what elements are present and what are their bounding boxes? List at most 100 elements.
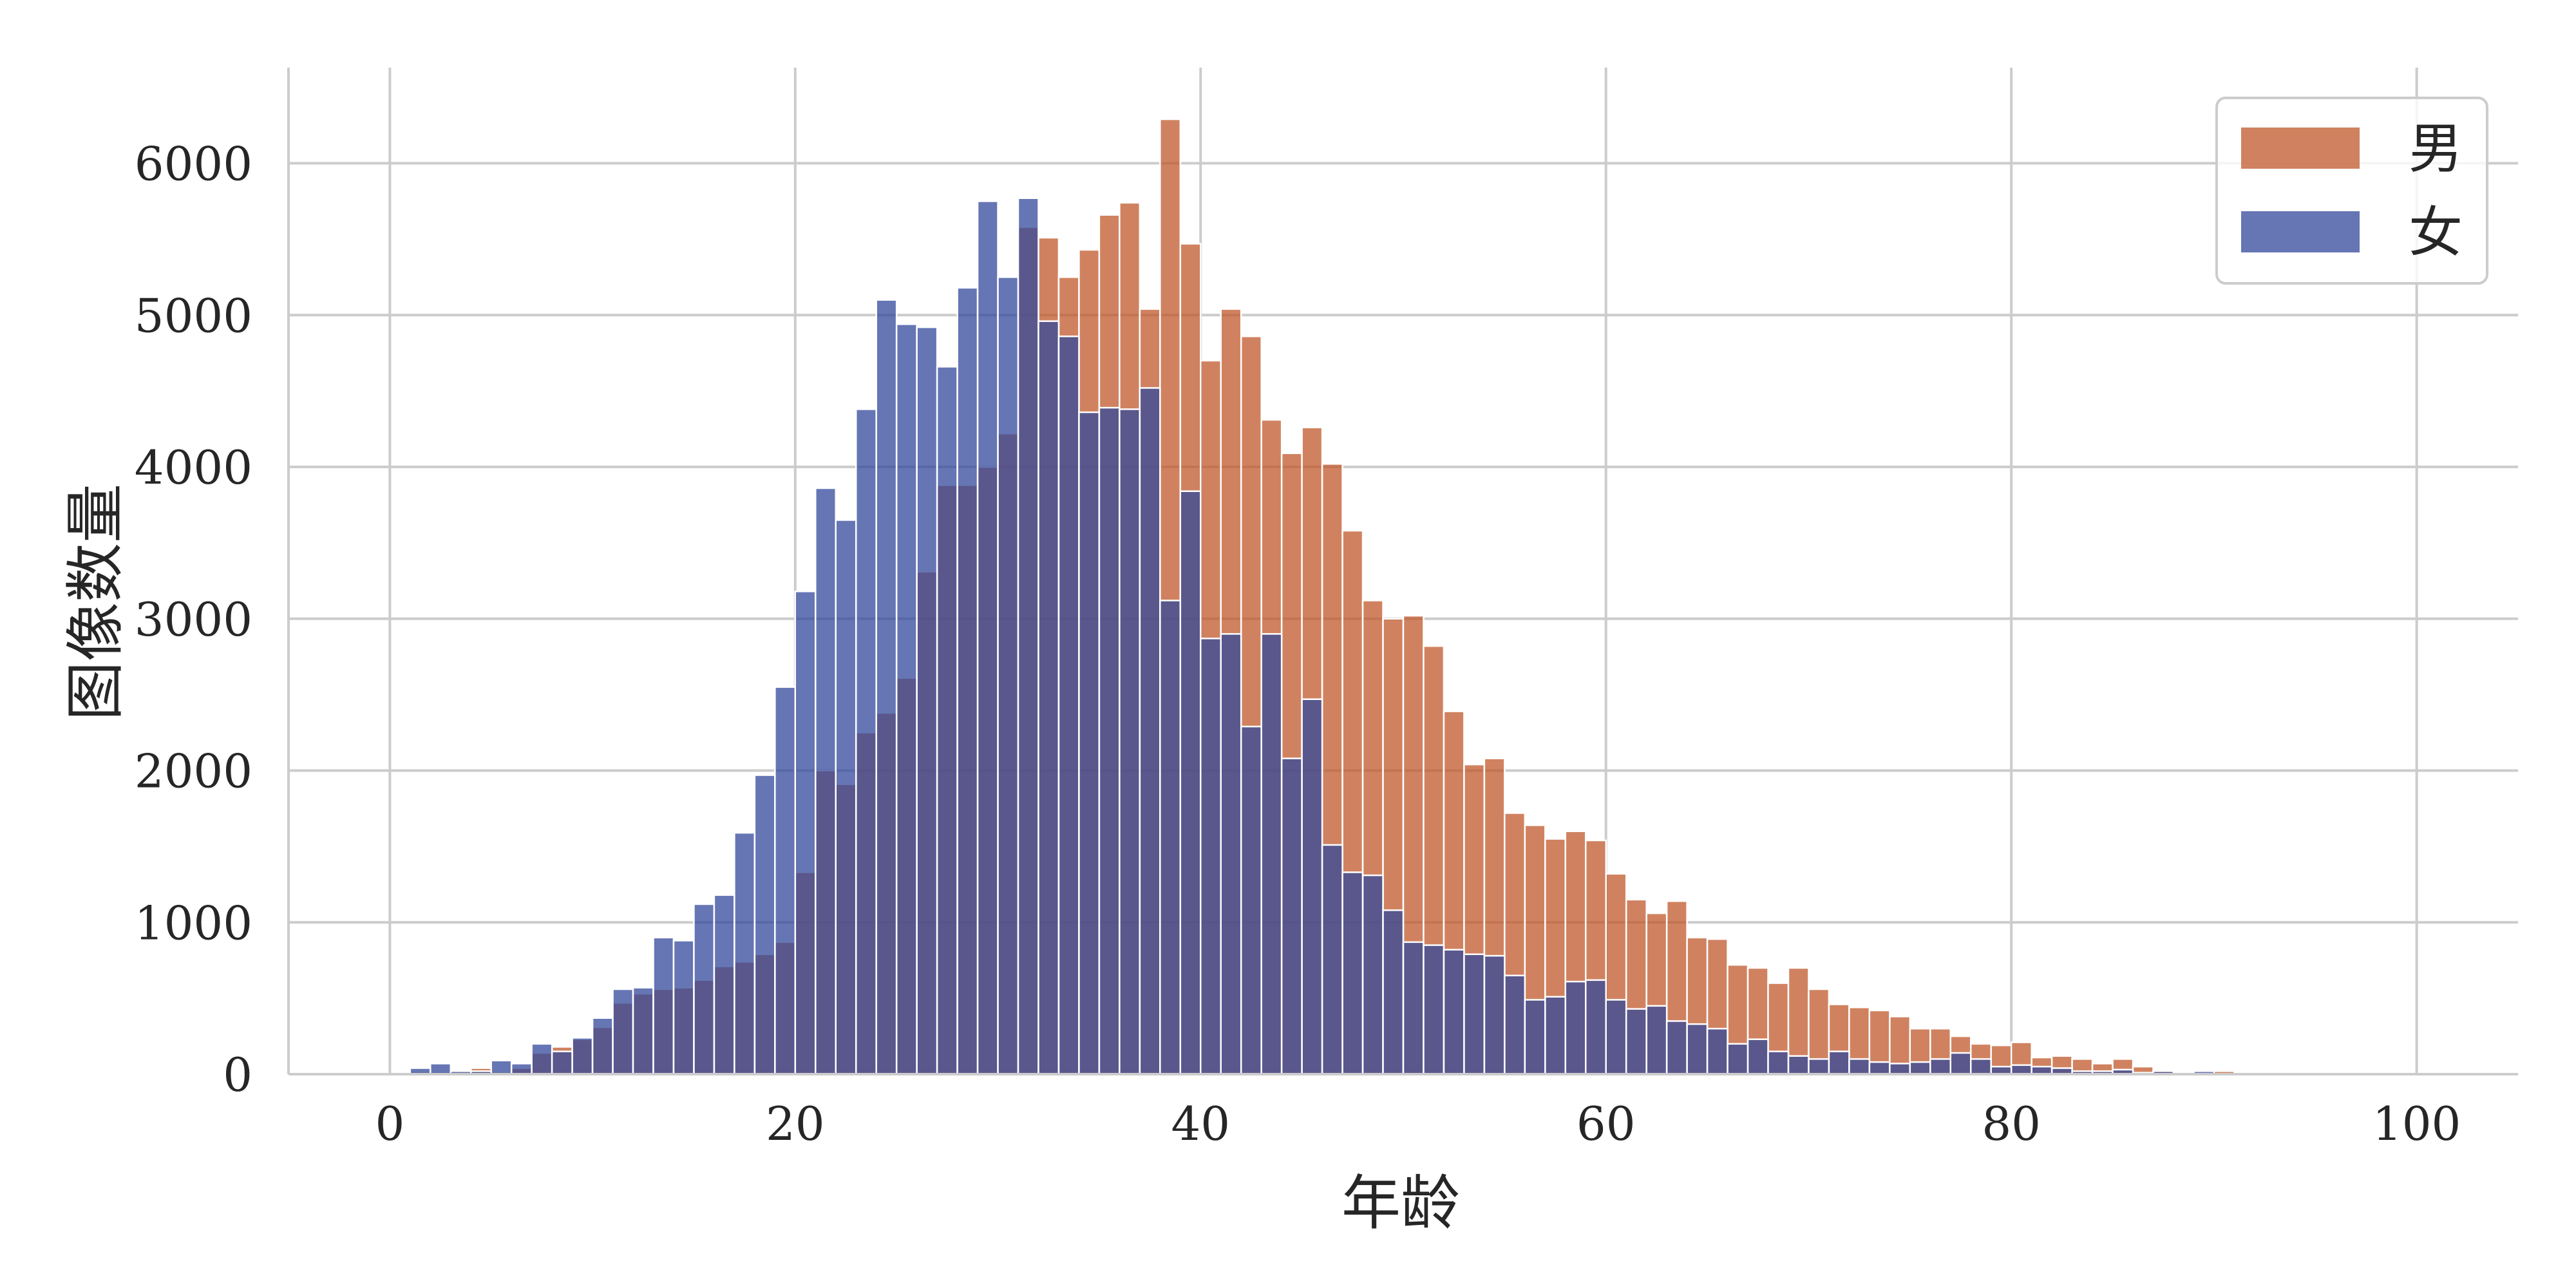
- legend-swatch-male: [2241, 128, 2360, 169]
- x-tick-label: 0: [375, 1097, 404, 1151]
- bar-female: [1483, 954, 1506, 1075]
- bar-female: [1747, 1038, 1769, 1075]
- legend-label-female: 女: [2409, 201, 2463, 264]
- bar-female: [815, 487, 837, 1075]
- bar-female: [1179, 490, 1202, 1075]
- bar-female: [1585, 979, 1607, 1075]
- bar-female: [1078, 411, 1101, 1075]
- legend: 男 女: [2215, 97, 2488, 285]
- y-tick-label: 2000: [135, 744, 252, 799]
- bar-female: [1159, 600, 1182, 1075]
- x-tick-label: 80: [1982, 1097, 2041, 1151]
- legend-label-male: 男: [2409, 117, 2463, 180]
- bar-female: [1524, 999, 1546, 1075]
- bar-female: [1949, 1052, 1972, 1075]
- y-tick-label: 6000: [135, 137, 252, 191]
- bar-female: [591, 1017, 614, 1075]
- x-tick-label: 20: [766, 1097, 825, 1151]
- x-tick-label: 60: [1577, 1097, 1636, 1151]
- bar-female: [734, 831, 756, 1075]
- bar-female: [713, 894, 735, 1075]
- bar-female: [976, 200, 999, 1075]
- bar-female: [1909, 1061, 1931, 1075]
- bar-female: [571, 1037, 594, 1075]
- bar-female: [1382, 909, 1405, 1075]
- bar-female: [875, 299, 898, 1075]
- bar-female: [652, 936, 675, 1075]
- bar-female: [1929, 1058, 1952, 1075]
- bar-female: [855, 408, 877, 1075]
- bar-female: [1706, 1028, 1728, 1075]
- bar-female: [1727, 1043, 1749, 1075]
- bar-female: [1969, 1058, 1992, 1075]
- bar-female: [1504, 974, 1526, 1075]
- bar-female: [997, 276, 1019, 1075]
- bar-female: [1828, 1050, 1850, 1075]
- legend-swatch-female: [2241, 211, 2360, 252]
- bar-female: [1564, 980, 1587, 1075]
- bar-female: [1200, 638, 1222, 1075]
- bar-female: [1341, 871, 1364, 1075]
- bar-female: [531, 1043, 553, 1075]
- bar-female: [1808, 1058, 1830, 1075]
- x-axis-ticks: 0 20 40 60 80 100: [375, 1097, 2461, 1151]
- bar-female: [612, 988, 634, 1075]
- bar-female: [1119, 408, 1141, 1075]
- bar-female: [1423, 944, 1445, 1075]
- bar-female: [1645, 1005, 1668, 1075]
- y-tick-label: 0: [223, 1048, 252, 1102]
- bar-female: [1889, 1063, 1911, 1075]
- bar-female: [1463, 953, 1486, 1075]
- bar-female: [1443, 949, 1465, 1075]
- bar-female: [430, 1063, 452, 1075]
- bar-female: [2010, 1064, 2032, 1075]
- bar-female: [632, 987, 654, 1075]
- y-tick-label: 1000: [135, 896, 252, 950]
- bar-female: [551, 1050, 573, 1075]
- axes-spines: [287, 68, 2518, 1075]
- y-axis-ticks: 0 1000 2000 3000 4000 5000 6000: [135, 137, 252, 1102]
- bar-female: [1544, 996, 1567, 1075]
- x-tick-label: 40: [1171, 1097, 1230, 1151]
- bar-female: [1037, 320, 1060, 1075]
- bar-female: [693, 903, 715, 1075]
- bar-female: [1139, 387, 1161, 1075]
- bar-female: [490, 1059, 513, 1075]
- y-tick-label: 5000: [135, 289, 252, 343]
- bar-female: [1280, 757, 1303, 1075]
- y-tick-label: 4000: [135, 440, 252, 495]
- bar-female: [956, 287, 979, 1075]
- y-tick-label: 3000: [135, 592, 252, 647]
- bar-female: [1240, 725, 1262, 1075]
- bar-female: [1686, 1023, 1709, 1075]
- x-tick-label: 100: [2372, 1097, 2461, 1151]
- bar-female: [1767, 1050, 1790, 1075]
- bar-female: [1220, 633, 1242, 1075]
- bar-female: [1098, 406, 1121, 1075]
- bar-female: [1301, 698, 1323, 1075]
- bar-female: [794, 591, 817, 1075]
- bar-female: [1868, 1061, 1891, 1075]
- y-axis-label: 图像数量: [61, 484, 130, 721]
- bar-female: [1017, 197, 1039, 1075]
- bar-female: [753, 774, 776, 1075]
- bar-female: [1321, 844, 1343, 1075]
- bar-female: [1848, 1058, 1871, 1075]
- bar-female: [1402, 941, 1425, 1075]
- bar-female: [1361, 874, 1384, 1075]
- x-axis-label: 年龄: [1341, 1169, 1460, 1238]
- bar-female: [936, 366, 958, 1075]
- bar-female: [1787, 1055, 1810, 1075]
- bar-female: [1625, 1008, 1647, 1075]
- bar-female: [895, 323, 918, 1075]
- bar-female: [1665, 1020, 1688, 1075]
- bar-female: [1057, 336, 1080, 1075]
- bar-female: [1605, 999, 1627, 1075]
- bar-female: [774, 686, 797, 1075]
- bar-female: [672, 940, 695, 1075]
- bar-female: [916, 326, 938, 1075]
- bar-female: [1260, 633, 1283, 1075]
- bar-female: [835, 519, 857, 1075]
- bar-female: [510, 1063, 533, 1075]
